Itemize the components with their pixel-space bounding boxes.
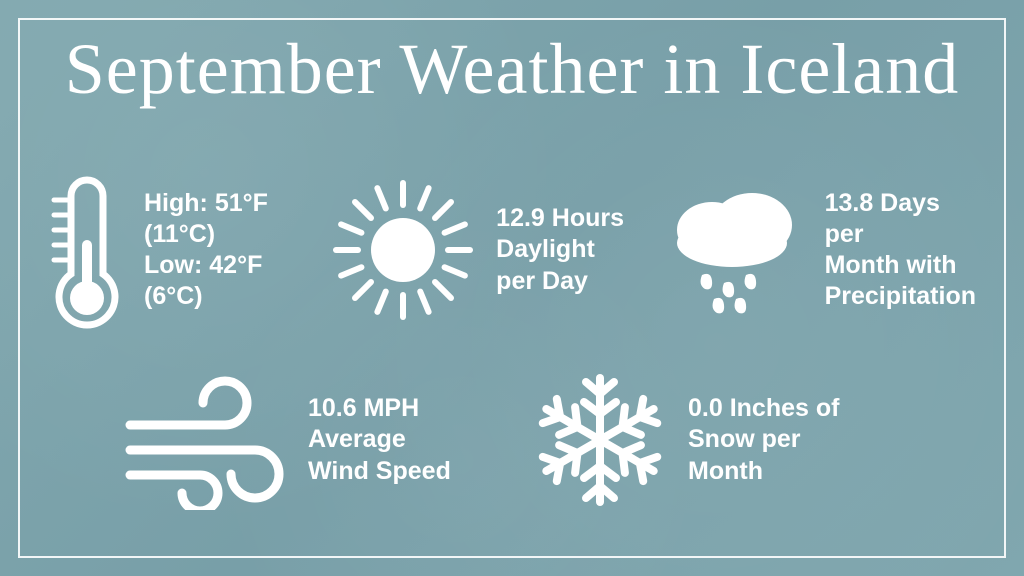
precip-line1: 13.8 Days per	[825, 188, 976, 251]
snow-line3: Month	[688, 456, 839, 487]
temp-low-c: (6°C)	[144, 281, 268, 312]
metric-precipitation: 13.8 Days per Month with Precipitation	[657, 175, 976, 325]
wind-line2: Average	[308, 424, 451, 455]
temp-high-f: High: 51°F	[144, 188, 268, 219]
page-title: September Weather in Iceland	[0, 28, 1024, 111]
snow-line1: 0.0 Inches of	[688, 393, 839, 424]
wind-line1: 10.6 MPH	[308, 393, 451, 424]
rain-cloud-icon	[657, 175, 807, 325]
temp-low-f: Low: 42°F	[144, 250, 268, 281]
snow-text: 0.0 Inches of Snow per Month	[688, 393, 839, 487]
wind-icon	[120, 370, 290, 510]
metric-daylight: 12.9 Hours Daylight per Day	[328, 175, 646, 325]
daylight-line2: Daylight	[496, 234, 624, 265]
wind-line3: Wind Speed	[308, 456, 451, 487]
sun-icon	[328, 175, 478, 325]
wind-text: 10.6 MPH Average Wind Speed	[308, 393, 451, 487]
precip-line3: Precipitation	[825, 281, 976, 312]
precip-line2: Month with	[825, 250, 976, 281]
daylight-line1: 12.9 Hours	[496, 203, 624, 234]
precipitation-text: 13.8 Days per Month with Precipitation	[825, 188, 976, 313]
metrics-row-1: High: 51°F (11°C) Low: 42°F (6°C)	[48, 170, 976, 330]
thermometer-icon	[48, 170, 126, 330]
snowflake-icon	[530, 370, 670, 510]
snow-line2: Snow per	[688, 424, 839, 455]
daylight-text: 12.9 Hours Daylight per Day	[496, 203, 624, 297]
metrics-row-2: 10.6 MPH Average Wind Speed	[120, 370, 976, 510]
temperature-text: High: 51°F (11°C) Low: 42°F (6°C)	[144, 188, 268, 313]
temp-high-c: (11°C)	[144, 219, 268, 250]
daylight-line3: per Day	[496, 266, 624, 297]
metric-temperature: High: 51°F (11°C) Low: 42°F (6°C)	[48, 170, 318, 330]
metric-wind: 10.6 MPH Average Wind Speed	[120, 370, 520, 510]
metric-snow: 0.0 Inches of Snow per Month	[530, 370, 890, 510]
